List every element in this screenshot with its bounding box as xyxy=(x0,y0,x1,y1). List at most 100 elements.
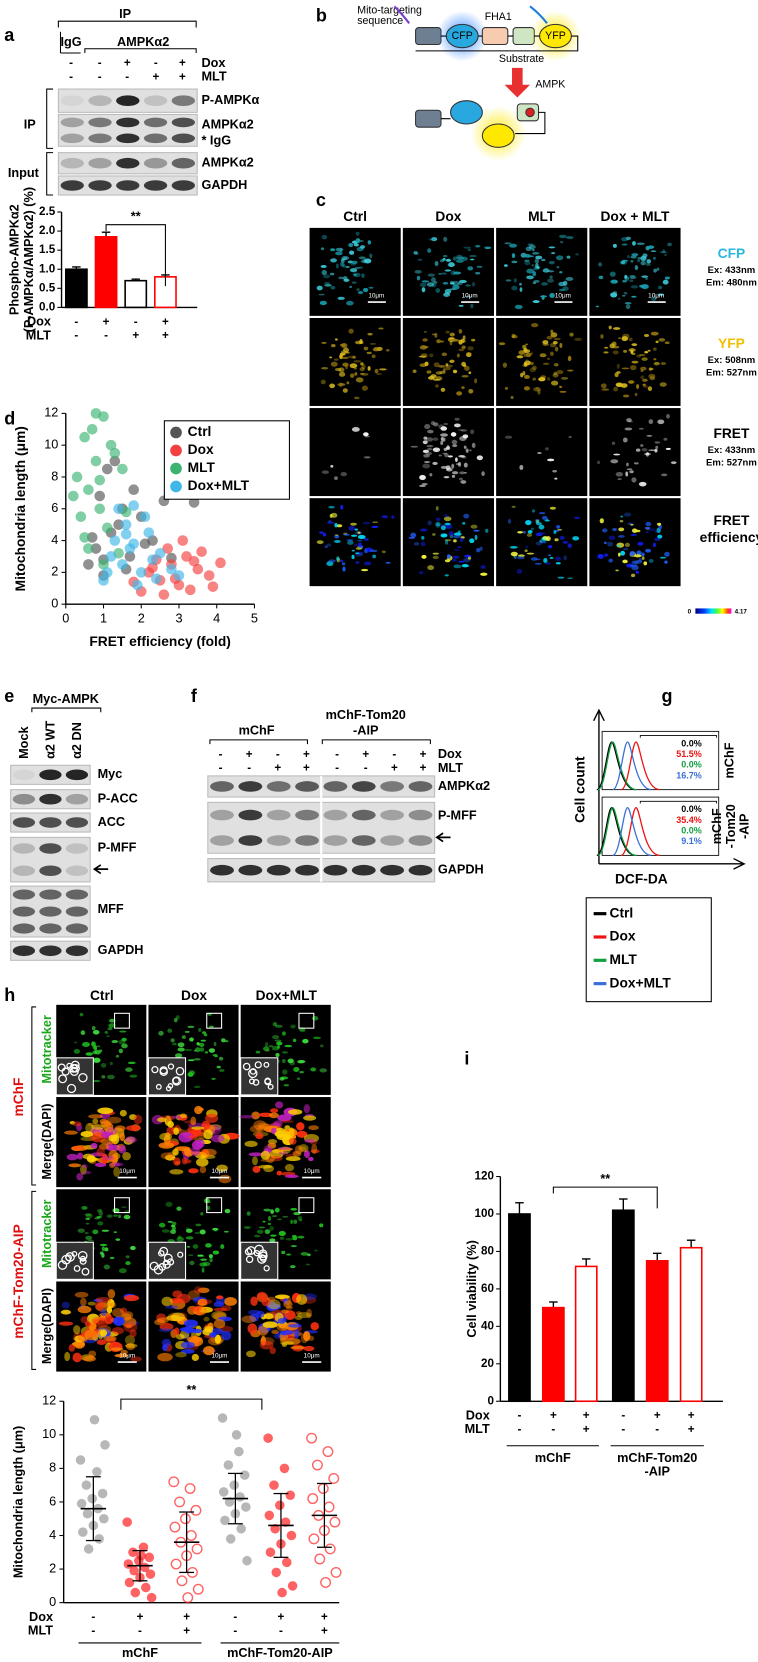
blot-band xyxy=(12,769,36,781)
micrograph-texture xyxy=(109,1061,113,1066)
micrograph-texture xyxy=(505,279,512,282)
micrograph-texture xyxy=(471,338,476,342)
dot xyxy=(170,1558,182,1570)
blot-band xyxy=(238,809,263,821)
panel-letter: h xyxy=(4,985,15,1005)
micrograph-texture xyxy=(129,1245,136,1251)
dot xyxy=(174,1496,186,1508)
micrograph-texture xyxy=(84,1213,92,1216)
x-tick-label: 5 xyxy=(251,610,258,625)
micrograph-texture xyxy=(90,1152,105,1157)
micrograph-texture xyxy=(626,462,629,467)
micrograph-texture xyxy=(195,1047,201,1053)
blot-band xyxy=(116,180,140,191)
micrograph-texture xyxy=(413,542,420,546)
micrograph-texture xyxy=(467,248,471,252)
micrograph-texture xyxy=(356,288,360,291)
micrograph-texture xyxy=(296,1122,305,1131)
dot xyxy=(314,1553,326,1565)
treatment-sign: - xyxy=(364,762,368,775)
micrograph-texture xyxy=(299,1070,305,1074)
dot xyxy=(192,1583,204,1595)
micrograph-texture xyxy=(202,1261,211,1267)
micrograph-texture xyxy=(101,1229,110,1232)
micrograph-texture xyxy=(485,528,489,533)
micrograph-texture xyxy=(277,1147,293,1152)
micrograph-texture xyxy=(458,329,463,334)
micrograph-texture xyxy=(476,265,483,268)
micrograph-texture xyxy=(450,432,457,437)
micrograph-texture xyxy=(413,251,418,255)
micrograph-texture xyxy=(641,556,645,560)
bracket xyxy=(84,48,197,53)
micrograph-texture xyxy=(288,1137,297,1145)
micrograph-texture xyxy=(177,1042,185,1048)
micrograph-texture xyxy=(628,380,635,384)
bar xyxy=(94,235,118,309)
micrograph-texture xyxy=(461,345,466,349)
micrograph-texture xyxy=(354,372,358,376)
histogram-curve xyxy=(596,807,636,857)
micrograph-texture xyxy=(662,279,669,285)
micrograph-texture xyxy=(426,282,435,287)
micrograph-texture xyxy=(99,1329,108,1337)
micrograph-texture xyxy=(518,350,525,355)
micrograph-texture xyxy=(357,531,361,534)
micrograph-texture xyxy=(442,437,446,442)
micrograph-texture xyxy=(454,417,460,421)
micrograph-texture xyxy=(321,470,329,474)
micrograph-texture xyxy=(112,1308,125,1318)
micrograph-texture xyxy=(416,275,421,281)
treatment-sign: + xyxy=(274,762,281,775)
gate xyxy=(639,735,718,738)
micrograph-texture xyxy=(532,281,537,285)
micrograph-texture xyxy=(264,1229,271,1235)
micrograph-texture xyxy=(197,1287,210,1294)
micrograph-texture xyxy=(256,1310,265,1318)
inset-texture xyxy=(252,1079,260,1086)
micrograph-texture xyxy=(439,370,446,375)
micrograph-texture xyxy=(160,1152,174,1160)
scatter-point xyxy=(94,503,106,515)
micrograph-texture xyxy=(498,342,506,346)
micrograph-texture xyxy=(542,340,549,345)
micrograph xyxy=(589,498,681,587)
blot-band xyxy=(210,835,234,846)
micrograph-texture xyxy=(511,253,516,259)
dot xyxy=(89,1414,100,1425)
scatter-point xyxy=(90,455,102,467)
micrograph-texture xyxy=(456,391,463,396)
micrograph-texture xyxy=(636,550,642,556)
micrograph-texture xyxy=(293,1067,300,1073)
micrograph-texture xyxy=(190,1305,202,1312)
micrograph-texture xyxy=(504,242,512,245)
inset-texture xyxy=(167,1063,175,1070)
micrograph-texture xyxy=(199,1229,206,1235)
treatment-sign: - xyxy=(276,748,280,761)
micrograph-texture xyxy=(85,1213,93,1219)
dot xyxy=(218,1487,229,1497)
micrograph-texture xyxy=(369,253,373,259)
blot-band xyxy=(408,781,433,792)
micrograph-texture xyxy=(542,536,549,540)
micrograph-texture xyxy=(258,1164,273,1169)
x-tick-label: 3 xyxy=(175,610,182,625)
treatment-name: MLT xyxy=(465,1421,490,1436)
micrograph-texture xyxy=(288,1323,302,1328)
micrograph-texture xyxy=(280,1119,294,1124)
scatter-point xyxy=(83,543,94,554)
blot-band xyxy=(12,843,36,854)
bar xyxy=(574,1265,598,1403)
micrograph-texture xyxy=(465,448,469,453)
micrograph-texture xyxy=(630,534,638,536)
micrograph-texture xyxy=(104,1314,114,1325)
micrograph-texture xyxy=(121,1037,127,1042)
dot xyxy=(235,1492,245,1502)
micrograph-texture xyxy=(560,240,564,244)
micrograph-texture xyxy=(661,473,668,477)
panel-side-label: mChF xyxy=(709,808,724,844)
micrograph-texture xyxy=(452,444,458,448)
group-label: mChF-Tom20-AIP xyxy=(227,1645,333,1660)
y-tick-label: 2.5 xyxy=(39,205,56,218)
dot xyxy=(82,1508,93,1519)
